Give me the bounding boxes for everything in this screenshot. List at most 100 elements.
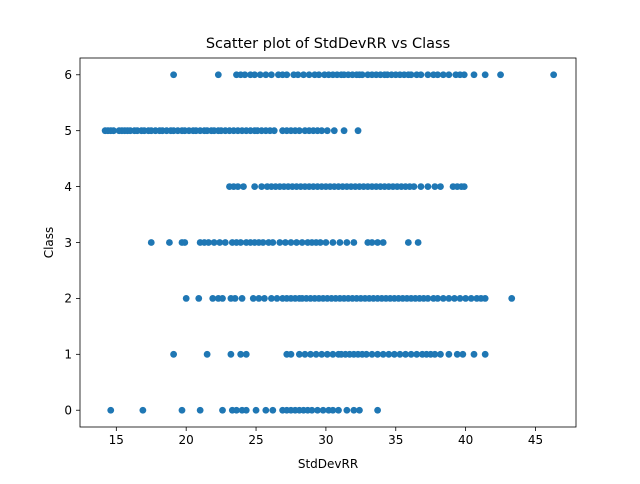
- scatter-point-class-5-3: [110, 127, 117, 135]
- scatter-point-class-6-47: [439, 71, 447, 79]
- scatter-point-class-2-1: [195, 295, 203, 302]
- y-axis-ticks: 0 1 2 3 4 5 6: [64, 68, 80, 418]
- scatter-point-class-4-45: [437, 183, 444, 190]
- scatter-point-class-2-53: [451, 295, 458, 302]
- scatter-point-class-1-8: [301, 350, 309, 358]
- scatter-point-class-3-24: [298, 239, 306, 246]
- scatter-point-class-2-54: [456, 295, 464, 302]
- scatter-point-class-1-1: [203, 350, 211, 358]
- scatter-point-class-0-2: [178, 406, 186, 414]
- scatter-point-class-4-42: [417, 183, 425, 190]
- scatter-point-class-3-38: [404, 239, 412, 246]
- scatter-point-class-5-46: [270, 127, 278, 135]
- scatter-point-class-6-41: [407, 71, 415, 79]
- scatter-point-class-4-5: [258, 183, 266, 190]
- scatter-point-class-0-28: [374, 406, 381, 414]
- y-tick-label-6: 6: [64, 68, 72, 82]
- scatter-point-class-6-7: [256, 71, 264, 79]
- scatter-point-class-3-28: [316, 239, 324, 246]
- scatter-point-class-3-12: [237, 239, 245, 246]
- scatter-point-class-6-44: [424, 71, 432, 79]
- scatter-point-class-3-35: [368, 239, 376, 246]
- scatter-point-class-6-54: [497, 71, 504, 79]
- scatter-point-class-3-29: [322, 239, 330, 246]
- scatter-point-class-0-1: [139, 406, 147, 414]
- scatter-point-class-0-0: [107, 406, 115, 414]
- x-axis-label: StdDevRR: [298, 457, 358, 471]
- scatter-point-class-6-6: [251, 71, 259, 79]
- scatter-point-class-3-23: [293, 239, 300, 246]
- scatter-point-class-1-9: [307, 350, 314, 358]
- chart-title: Scatter plot of StdDevRR vs Class: [206, 36, 450, 52]
- y-tick-label-3: 3: [64, 236, 72, 250]
- scatter-point-class-0-24: [335, 406, 342, 414]
- scatter-point-class-2-50: [434, 295, 442, 302]
- scatter-point-class-5-58: [330, 127, 338, 135]
- scatter-point-class-5-56: [318, 127, 326, 135]
- scatter-point-class-6-12: [283, 71, 291, 79]
- scatter-point-class-3-9: [221, 239, 229, 246]
- scatter-point-class-1-22: [368, 350, 376, 358]
- scatter-point-class-6-16: [305, 71, 313, 79]
- y-tick-label-1: 1: [64, 348, 72, 362]
- x-tick-label-20: 20: [179, 433, 194, 447]
- scatter-point-class-0-25: [343, 406, 351, 414]
- scatter-point-class-6-48: [445, 71, 453, 79]
- scatter-point-class-4-43: [424, 183, 432, 190]
- scatter-point-class-1-40: [481, 350, 489, 358]
- scatter-point-class-2-8: [249, 295, 257, 302]
- scatter-point-class-1-23: [374, 350, 381, 358]
- scatter-point-class-5-51: [295, 127, 303, 135]
- scatter-point-class-6-29: [358, 71, 366, 79]
- scatter-point-class-3-20: [276, 239, 284, 246]
- scatter-point-class-1-36: [445, 350, 453, 358]
- y-tick-label-4: 4: [64, 180, 72, 194]
- x-tick-label-45: 45: [528, 433, 543, 447]
- scatter-point-class-1-38: [459, 350, 467, 358]
- scatter-point-class-2-52: [445, 295, 453, 302]
- scatter-point-class-3-8: [216, 239, 224, 246]
- scatter-point-class-2-56: [467, 295, 475, 302]
- scatter-point-class-2-4: [219, 295, 226, 302]
- scatter-point-class-2-12: [273, 295, 281, 302]
- scatter-point-class-0-3: [196, 406, 204, 414]
- scatter-point-class-1-35: [437, 350, 444, 358]
- scatter-point-class-6-4: [241, 71, 249, 79]
- scatter-point-class-0-10: [262, 406, 270, 414]
- scatter-point-class-5-59: [340, 127, 348, 135]
- x-tick-label-40: 40: [458, 433, 473, 447]
- scatter-point-class-0-20: [314, 406, 321, 414]
- scatter-point-class-0-19: [308, 406, 316, 414]
- x-tick-label-15: 15: [109, 433, 124, 447]
- scatter-point-class-1-11: [318, 350, 326, 358]
- scatter-point-class-6-15: [300, 71, 307, 79]
- scatter-point-class-1-0: [170, 350, 178, 358]
- scatter-point-class-1-27: [396, 350, 404, 358]
- scatter-point-class-2-51: [439, 295, 447, 302]
- y-axis-label: Class: [42, 227, 56, 259]
- scatter-point-class-4-4: [251, 183, 259, 190]
- y-tick-label-0: 0: [64, 404, 72, 418]
- scatter-point-class-6-51: [460, 71, 468, 79]
- scatter-point-class-3-32: [343, 239, 351, 246]
- scatter-point-class-1-2: [227, 350, 235, 358]
- scatter-point-class-3-36: [374, 239, 381, 246]
- y-tick-label-2: 2: [64, 292, 72, 306]
- scatter-point-class-2-2: [209, 295, 217, 302]
- scatter-point-class-1-13: [329, 350, 337, 358]
- scatter-point-class-5-57: [323, 127, 331, 135]
- scatter-point-class-4-3: [240, 183, 247, 190]
- scatter-point-class-6-55: [550, 71, 558, 79]
- scatter-point-class-0-27: [356, 406, 363, 414]
- scatter-point-class-1-28: [402, 350, 409, 358]
- scatter-point-class-2-11: [268, 295, 275, 302]
- scatter-point-class-0-11: [269, 406, 277, 414]
- scatter-point-class-0-26: [350, 406, 358, 414]
- scatter-point-class-3-21: [281, 239, 289, 246]
- points-layer: [101, 71, 558, 414]
- scatter-point-class-6-46: [434, 71, 442, 79]
- scatter-point-class-6-8: [262, 71, 270, 79]
- scatter-point-class-0-23: [329, 406, 337, 414]
- scatter-point-class-6-1: [214, 71, 222, 79]
